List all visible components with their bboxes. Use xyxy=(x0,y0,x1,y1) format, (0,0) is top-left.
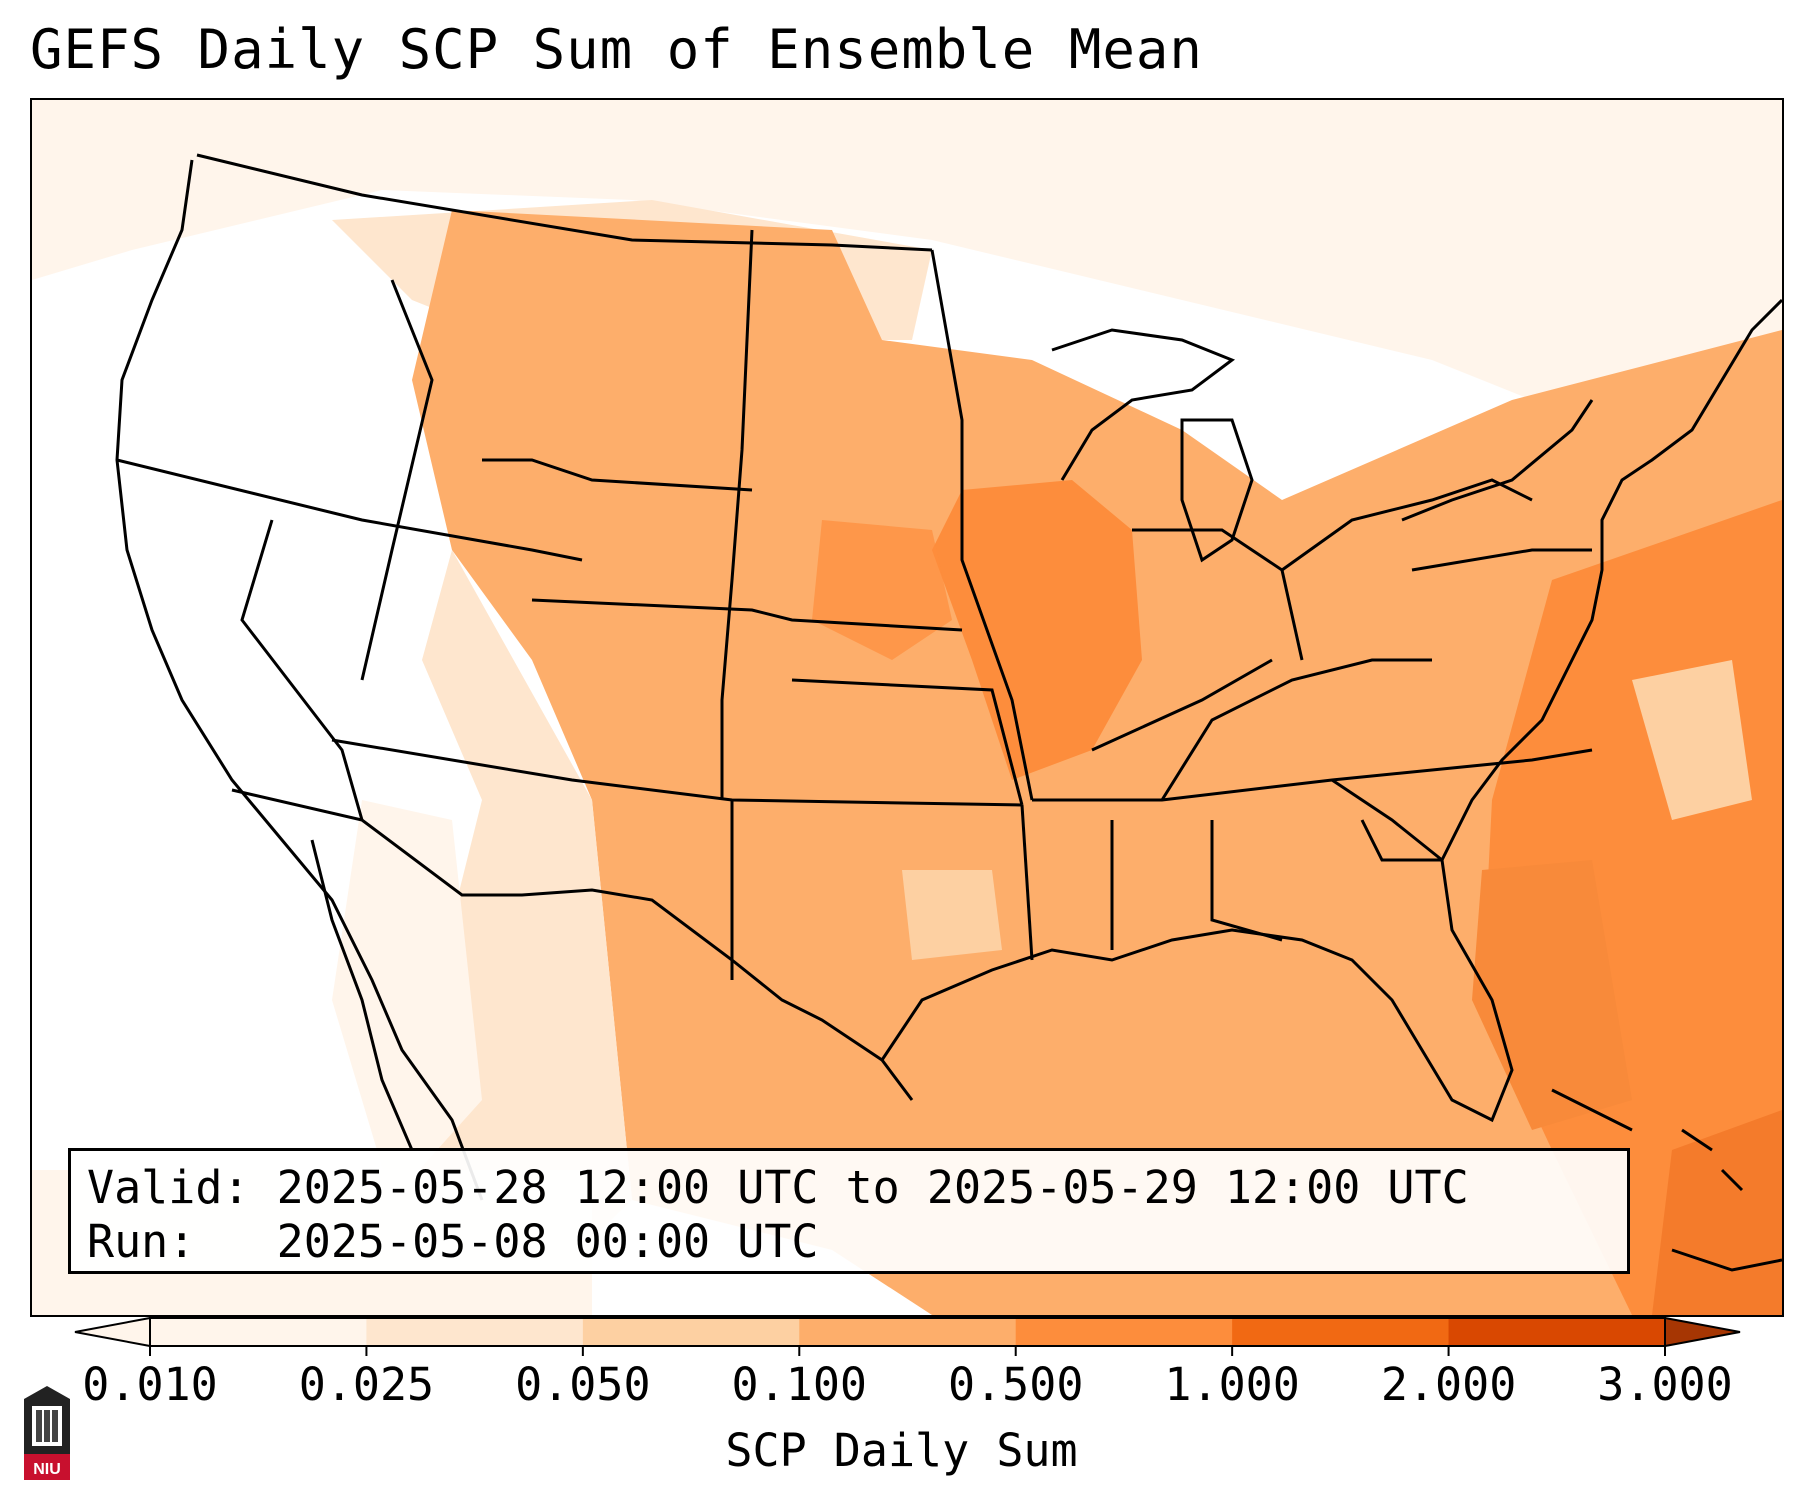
colorbar-tick-label: 0.025 xyxy=(298,1358,435,1411)
colorbar-label: SCP Daily Sum xyxy=(725,1424,1078,1477)
colorbar-tick-label: 0.100 xyxy=(731,1358,868,1411)
caribbean-islands xyxy=(1551,1088,1782,1272)
colorbar-tick-label: 2.000 xyxy=(1380,1358,1517,1411)
colorbar-tick-label: 1.000 xyxy=(1164,1358,1300,1411)
colorbar-segment xyxy=(582,1318,800,1346)
run-time-text: Run: 2025-05-08 00:00 UTC xyxy=(87,1215,819,1268)
colorbar-segment xyxy=(150,1318,367,1346)
colorbar-outline xyxy=(149,1317,1666,1347)
colorbar-segment xyxy=(799,1318,1017,1346)
colorbar-extend-min xyxy=(74,1316,151,1348)
valid-time-text: Valid: 2025-05-28 12:00 UTC to 2025-05-2… xyxy=(87,1161,1469,1214)
colorbar xyxy=(74,1316,1741,1356)
scp-field xyxy=(32,100,1782,1315)
colorbar-segment xyxy=(1015,1318,1233,1346)
niu-logo-icon: NIU xyxy=(24,1386,70,1480)
colorbar-segments xyxy=(74,1316,1741,1348)
state-borders xyxy=(115,153,1782,1201)
colorbar-tick-label: 0.500 xyxy=(947,1358,1084,1411)
map-title: GEFS Daily SCP Sum of Ensemble Mean xyxy=(30,18,1203,81)
colorbar-segment xyxy=(1232,1318,1450,1346)
colorbar-tick-label: 0.010 xyxy=(82,1358,218,1411)
colorbar-extend-max xyxy=(1664,1316,1741,1348)
colorbar-segment xyxy=(366,1318,584,1346)
niu-logo-text: NIU xyxy=(33,1461,61,1478)
scp-map xyxy=(32,100,1782,1315)
map-panel xyxy=(30,98,1784,1317)
colorbar-ticks xyxy=(149,1346,1666,1356)
colorbar-segment xyxy=(1448,1318,1666,1346)
colorbar-tick-label: 0.050 xyxy=(515,1358,651,1411)
validity-info-box: Valid: 2025-05-28 12:00 UTC to 2025-05-2… xyxy=(68,1148,1630,1274)
colorbar-tick-label: 3.000 xyxy=(1597,1358,1733,1411)
